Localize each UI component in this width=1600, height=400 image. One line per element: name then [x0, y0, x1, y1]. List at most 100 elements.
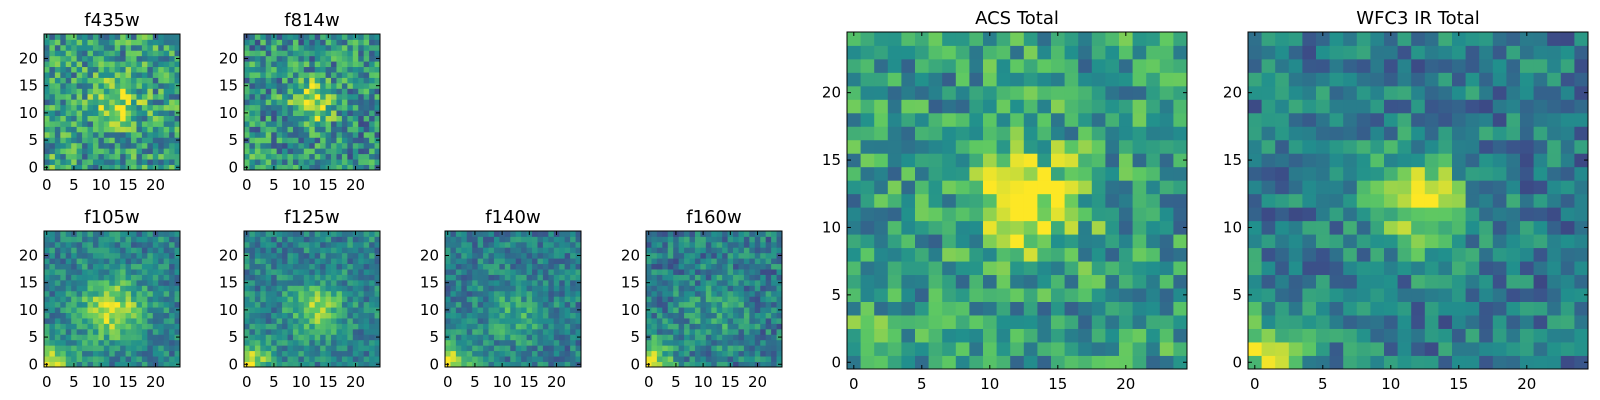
x-tick-label: 10: [92, 176, 111, 194]
heatmap-cell: [98, 247, 105, 254]
heatmap-cell: [158, 236, 165, 243]
heatmap-cell: [369, 121, 375, 127]
heatmap-cell: [488, 312, 495, 319]
heatmap-cell: [260, 99, 267, 106]
heatmap-cell: [1356, 247, 1371, 262]
heatmap-cell: [271, 269, 278, 275]
heatmap-cell: [1159, 342, 1174, 356]
heatmap-cell: [1132, 72, 1147, 87]
y-tick-label: 5: [28, 131, 38, 149]
heatmap-cell: [309, 328, 316, 335]
heatmap-cell: [303, 126, 310, 133]
heatmap-cell: [358, 258, 365, 265]
heatmap-cell: [287, 39, 294, 46]
heatmap-cell: [114, 290, 121, 297]
heatmap-cell: [249, 34, 256, 40]
heatmap-cell: [60, 269, 67, 275]
heatmap-cell: [374, 312, 381, 319]
heatmap-cell: [1146, 45, 1161, 60]
heatmap-cell: [298, 285, 305, 292]
heatmap-cell: [352, 312, 359, 319]
heatmap-cell: [309, 66, 316, 73]
heatmap-cell: [955, 193, 970, 208]
heatmap-cell: [727, 334, 734, 341]
heatmap-cell: [298, 93, 305, 100]
heatmap-cell: [651, 307, 658, 313]
heatmap-cell: [901, 220, 916, 235]
heatmap-cell: [656, 263, 663, 270]
heatmap-cell: [1159, 274, 1174, 289]
heatmap-cell: [928, 315, 943, 329]
heatmap-cell: [694, 247, 701, 254]
heatmap-cell: [738, 236, 745, 243]
heatmap-cell: [515, 323, 522, 330]
heatmap-cell: [765, 361, 772, 368]
heatmap-cell: [369, 263, 375, 270]
heatmap-cell: [1356, 301, 1371, 316]
heatmap-cell: [282, 356, 288, 362]
heatmap-cell: [559, 231, 566, 237]
heatmap-cell: [1574, 180, 1589, 195]
heatmap-cell: [559, 328, 566, 335]
heatmap-cell: [1438, 193, 1453, 208]
heatmap-cell: [1356, 328, 1371, 343]
heatmap-cell: [82, 323, 88, 330]
heatmap-cell: [445, 269, 451, 275]
heatmap-cell: [1146, 193, 1161, 208]
heatmap-cell: [276, 279, 283, 286]
heatmap-cell: [158, 269, 165, 275]
heatmap-cell: [103, 148, 110, 155]
heatmap-cell: [1492, 315, 1507, 329]
heatmap-cell: [363, 93, 370, 100]
heatmap-cell: [363, 88, 370, 95]
heatmap-cell: [537, 296, 544, 303]
heatmap-cell: [309, 72, 316, 78]
heatmap-cell: [461, 312, 468, 319]
heatmap-cell: [82, 82, 88, 89]
heatmap-cell: [1064, 207, 1079, 222]
heatmap-cell: [325, 148, 332, 155]
heatmap-cell: [1275, 261, 1290, 276]
heatmap-cell: [887, 32, 902, 46]
heatmap-cell: [114, 142, 121, 149]
heatmap-cell: [955, 355, 970, 370]
heatmap-cell: [1023, 139, 1038, 154]
heatmap-cell: [1132, 126, 1147, 141]
heatmap-cell: [158, 99, 165, 106]
heatmap-cell: [1356, 274, 1371, 289]
heatmap-cell: [705, 274, 712, 281]
heatmap-cell: [282, 44, 288, 51]
heatmap-cell: [374, 142, 381, 149]
x-tick-label: 0: [849, 375, 859, 393]
heatmap-cell: [309, 121, 316, 127]
heatmap-cell: [60, 290, 67, 297]
heatmap-cell: [733, 269, 739, 275]
heatmap-cell: [44, 328, 50, 335]
heatmap-cell: [983, 58, 997, 73]
heatmap-cell: [1397, 355, 1412, 370]
heatmap-cell: [249, 137, 256, 144]
heatmap-cell: [331, 231, 337, 237]
heatmap-cell: [722, 279, 728, 286]
heatmap-cell: [716, 307, 723, 313]
heatmap-cell: [282, 137, 288, 144]
heatmap-cell: [942, 32, 957, 46]
heatmap-cell: [1316, 301, 1330, 316]
heatmap-cell: [684, 247, 690, 254]
heatmap-cell: [54, 153, 61, 160]
heatmap-cell: [705, 285, 712, 292]
heatmap-cell: [71, 55, 78, 62]
heatmap-cell: [92, 99, 99, 106]
heatmap-cell: [331, 148, 337, 155]
heatmap-cell: [553, 274, 560, 281]
heatmap-cell: [901, 274, 916, 289]
heatmap-cell: [347, 269, 354, 275]
heatmap-cell: [163, 142, 170, 149]
heatmap-cell: [548, 263, 555, 270]
heatmap-cell: [265, 296, 272, 303]
heatmap-cell: [504, 231, 511, 237]
heatmap-cell: [120, 312, 126, 319]
heatmap-cell: [1119, 193, 1133, 208]
heatmap-cell: [114, 77, 121, 84]
heatmap-cell: [915, 301, 929, 316]
